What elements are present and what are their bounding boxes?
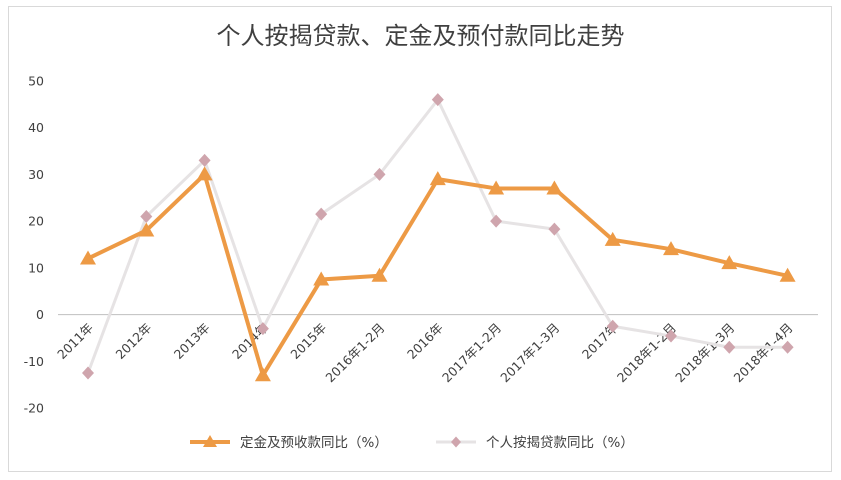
data-point-diamond <box>781 340 794 354</box>
x-tick-label: 2016年 <box>404 320 446 362</box>
x-tick-label: 2013年 <box>171 320 213 362</box>
y-tick-label: 40 <box>28 120 44 135</box>
data-point-diamond <box>140 209 153 223</box>
y-tick-label: 50 <box>28 74 44 89</box>
data-point-diamond <box>723 340 736 354</box>
data-point-triangle <box>779 267 796 282</box>
legend-marker-diamond <box>451 436 461 448</box>
data-point-diamond <box>490 214 503 228</box>
data-point-triangle <box>604 231 621 246</box>
chart-frame <box>8 6 832 472</box>
data-point-diamond <box>198 153 211 167</box>
series-layer <box>80 93 796 382</box>
legend: 定金及预收款同比（%） 个人按揭贷款同比（%） <box>190 435 634 451</box>
x-tick-label: 2011年 <box>54 320 96 362</box>
data-point-diamond <box>256 322 269 336</box>
data-point-diamond <box>373 167 386 181</box>
y-tick-label: 0 <box>36 307 44 322</box>
data-point-triangle <box>546 180 563 195</box>
data-point-triangle <box>80 250 96 265</box>
data-point-diamond <box>315 207 328 221</box>
data-point-triangle <box>488 180 505 195</box>
legend-label: 个人按揭贷款同比（%） <box>486 435 634 451</box>
legend-marker-triangle <box>203 435 217 447</box>
x-tick-label: 2012年 <box>112 320 154 362</box>
data-point-triangle <box>429 171 446 186</box>
data-point-triangle <box>196 166 213 181</box>
data-point-diamond <box>665 329 677 343</box>
data-point-triangle <box>138 222 155 237</box>
data-point-triangle <box>663 241 679 256</box>
y-tick-label: -20 <box>24 401 44 416</box>
data-point-triangle <box>313 271 330 286</box>
x-tick-label: 2017年1-3月 <box>497 320 562 385</box>
y-tick-label: 20 <box>28 214 44 229</box>
data-point-triangle <box>371 267 388 282</box>
y-tick-label: 30 <box>28 167 44 182</box>
y-tick-label: -10 <box>24 354 44 369</box>
data-point-diamond <box>431 93 444 107</box>
y-tick-label: 10 <box>28 260 44 275</box>
data-point-triangle <box>721 255 738 270</box>
data-point-diamond <box>82 366 94 380</box>
data-point-diamond <box>606 319 619 333</box>
data-point-diamond <box>548 222 561 236</box>
x-tick-label: 2018年1-2月 <box>614 320 679 385</box>
data-point-triangle <box>254 367 271 382</box>
x-tick-label: 2018年1-3月 <box>672 320 737 385</box>
legend-label: 定金及预收款同比（%） <box>240 435 388 451</box>
x-tick-label: 2016年1-2月 <box>322 320 387 385</box>
x-tick-label: 2017年1-2月 <box>439 320 504 385</box>
chart-title: 个人按揭贷款、定金及预付款同比走势 <box>216 22 625 50</box>
x-tick-label: 2018年1-4月 <box>731 320 796 385</box>
